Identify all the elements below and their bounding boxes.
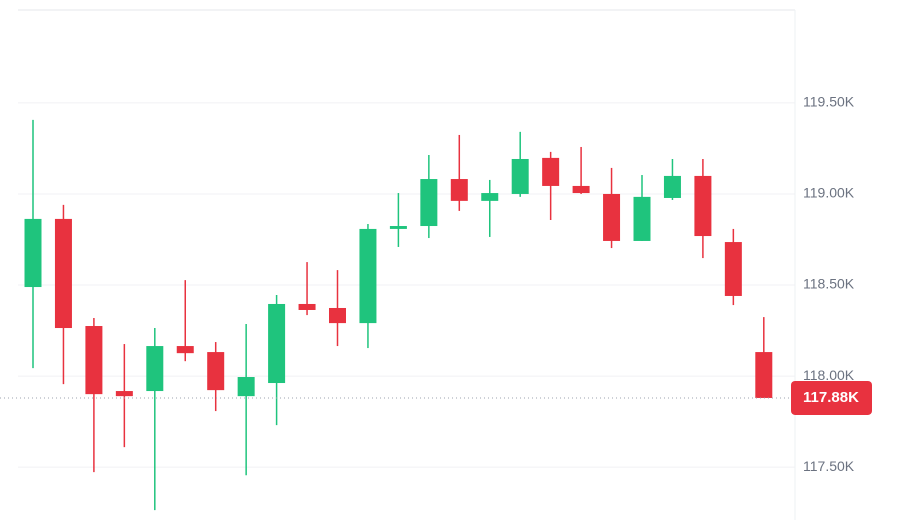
candle-body <box>237 377 255 397</box>
candle-body <box>268 303 286 384</box>
y-tick-label: 119.00K <box>803 185 855 201</box>
candle-body <box>359 228 377 324</box>
y-tick-label: 117.50K <box>803 458 855 474</box>
candle-body <box>481 193 499 201</box>
candle-body <box>85 326 103 395</box>
last-price-badge <box>791 380 872 415</box>
candle-body <box>694 175 712 237</box>
y-tick-label: 118.50K <box>803 276 855 292</box>
y-tick-label: 119.50K <box>803 94 855 110</box>
candle-body <box>633 196 651 241</box>
last-price-label: 117.88K <box>803 389 859 406</box>
candle-body <box>54 218 72 329</box>
candle-body <box>603 193 621 241</box>
candle-body <box>329 307 346 324</box>
candle-body <box>146 346 164 392</box>
candle-body <box>24 218 42 288</box>
candle-body <box>663 175 681 198</box>
candle-body <box>450 179 468 201</box>
candle-body <box>176 346 194 354</box>
candle-body <box>542 157 560 186</box>
candle-body <box>420 179 438 227</box>
candle-body <box>724 242 742 296</box>
candle-body <box>511 158 529 194</box>
candle-body <box>389 226 407 229</box>
candle-body <box>207 352 225 391</box>
candle-body <box>572 185 590 194</box>
y-tick-label: 118.00K <box>803 367 855 383</box>
candle-body <box>298 303 316 310</box>
candle-body <box>755 352 773 398</box>
candle-body <box>115 391 133 397</box>
